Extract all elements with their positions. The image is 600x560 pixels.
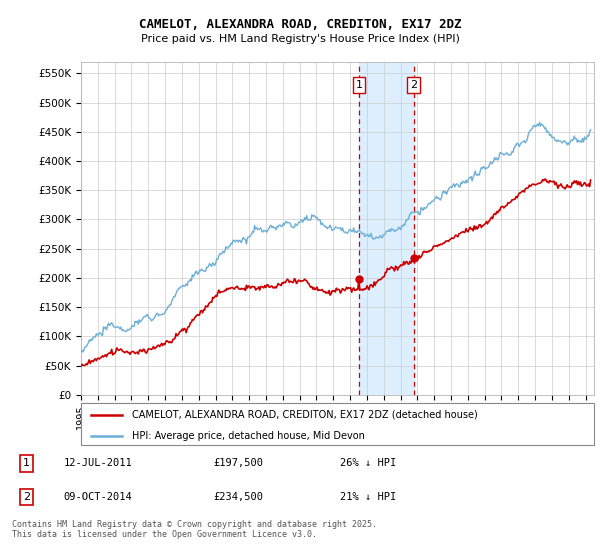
Text: 2: 2 — [23, 492, 30, 502]
Bar — [359, 62, 413, 395]
Text: CAMELOT, ALEXANDRA ROAD, CREDITON, EX17 2DZ: CAMELOT, ALEXANDRA ROAD, CREDITON, EX17 … — [139, 18, 461, 31]
Text: Contains HM Land Registry data © Crown copyright and database right 2025.
This d: Contains HM Land Registry data © Crown c… — [12, 520, 377, 539]
Text: CAMELOT, ALEXANDRA ROAD, CREDITON, EX17 2DZ (detached house): CAMELOT, ALEXANDRA ROAD, CREDITON, EX17 … — [133, 410, 478, 420]
Text: 2: 2 — [410, 80, 417, 90]
Text: 1: 1 — [23, 459, 30, 469]
Text: 1: 1 — [356, 80, 362, 90]
Text: Price paid vs. HM Land Registry's House Price Index (HPI): Price paid vs. HM Land Registry's House … — [140, 34, 460, 44]
Text: £197,500: £197,500 — [214, 459, 263, 469]
Text: HPI: Average price, detached house, Mid Devon: HPI: Average price, detached house, Mid … — [133, 431, 365, 441]
Text: 09-OCT-2014: 09-OCT-2014 — [64, 492, 133, 502]
Text: 26% ↓ HPI: 26% ↓ HPI — [340, 459, 397, 469]
Text: 12-JUL-2011: 12-JUL-2011 — [64, 459, 133, 469]
FancyBboxPatch shape — [81, 403, 594, 445]
Text: £234,500: £234,500 — [214, 492, 263, 502]
Text: 21% ↓ HPI: 21% ↓ HPI — [340, 492, 397, 502]
